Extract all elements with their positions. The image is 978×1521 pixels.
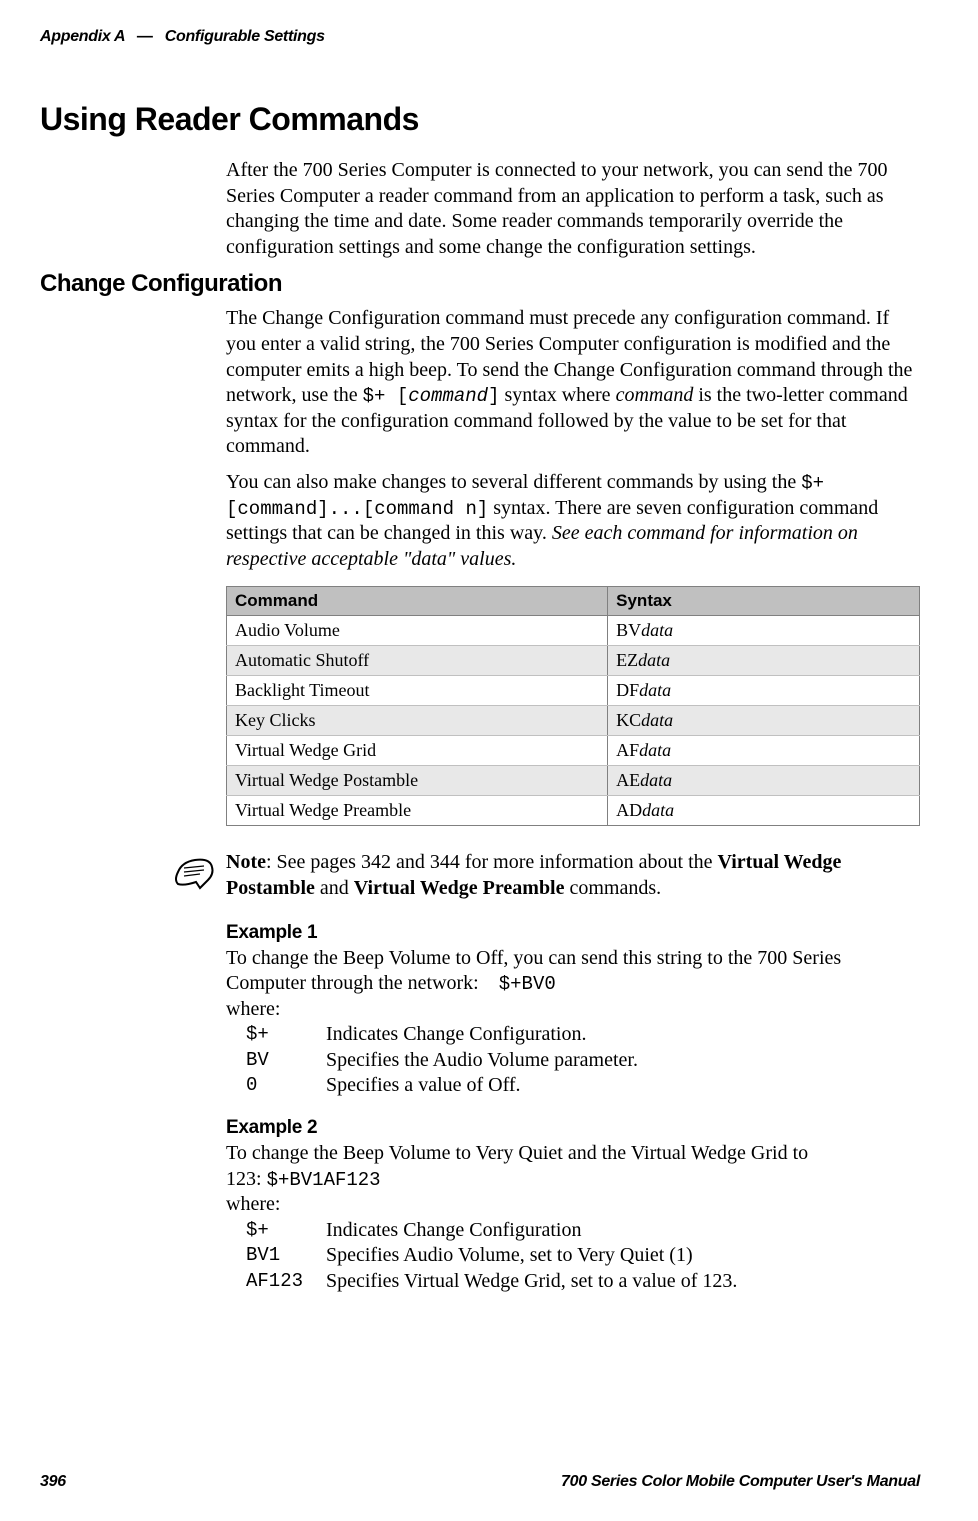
table-cell-syntax: BVdata bbox=[608, 616, 920, 646]
table-cell-command: Virtual Wedge Grid bbox=[227, 736, 608, 766]
table-cell-syntax: AFdata bbox=[608, 736, 920, 766]
intro-paragraph: After the 700 Series Computer is connect… bbox=[226, 158, 920, 260]
definition-description: Specifies a value of Off. bbox=[326, 1073, 920, 1099]
footer-title: 700 Series Color Mobile Computer User's … bbox=[561, 1473, 920, 1491]
table-cell-command: Audio Volume bbox=[227, 616, 608, 646]
table-cell-syntax: AEdata bbox=[608, 766, 920, 796]
table-row: Virtual Wedge PreambleADdata bbox=[227, 796, 920, 826]
page-footer: 396 700 Series Color Mobile Computer Use… bbox=[40, 1473, 920, 1491]
table-cell-syntax: ADdata bbox=[608, 796, 920, 826]
table-cell-command: Key Clicks bbox=[227, 706, 608, 736]
definition-row: $+Indicates Change Configuration. bbox=[226, 1022, 920, 1048]
definition-term: $+ bbox=[226, 1218, 326, 1244]
definition-term: BV bbox=[226, 1048, 326, 1074]
paragraph-2: You can also make changes to several dif… bbox=[226, 470, 920, 572]
note-icon bbox=[40, 850, 226, 897]
appendix-label: Appendix A bbox=[40, 28, 125, 45]
table-header-command: Command bbox=[227, 587, 608, 616]
table-cell-command: Backlight Timeout bbox=[227, 676, 608, 706]
definition-description: Specifies Audio Volume, set to Very Quie… bbox=[326, 1243, 920, 1269]
definition-row: BVSpecifies the Audio Volume parameter. bbox=[226, 1048, 920, 1074]
definition-description: Indicates Change Configuration bbox=[326, 1218, 920, 1244]
table-row: Backlight TimeoutDFdata bbox=[227, 676, 920, 706]
example-2-title: Example 2 bbox=[226, 1117, 920, 1139]
page-header: Appendix A — Configurable Settings bbox=[40, 28, 920, 46]
example-1-title: Example 1 bbox=[226, 922, 920, 944]
table-cell-command: Virtual Wedge Postamble bbox=[227, 766, 608, 796]
command-table: Command Syntax Audio VolumeBVdataAutomat… bbox=[226, 586, 920, 826]
definition-term: AF123 bbox=[226, 1269, 326, 1295]
table-header-row: Command Syntax bbox=[227, 587, 920, 616]
table-cell-command: Automatic Shutoff bbox=[227, 646, 608, 676]
example-2: Example 2 To change the Beep Volume to V… bbox=[226, 1117, 920, 1295]
note-block: Note: See pages 342 and 344 for more inf… bbox=[40, 850, 920, 901]
table-row: Automatic ShutoffEZdata bbox=[227, 646, 920, 676]
heading-2: Change Configuration bbox=[40, 270, 920, 298]
note-text: Note: See pages 342 and 344 for more inf… bbox=[226, 850, 920, 901]
heading-1: Using Reader Commands bbox=[40, 101, 920, 138]
definition-description: Specifies the Audio Volume parameter. bbox=[326, 1048, 920, 1074]
definition-row: 0Specifies a value of Off. bbox=[226, 1073, 920, 1099]
table-row: Audio VolumeBVdata bbox=[227, 616, 920, 646]
table-cell-syntax: DFdata bbox=[608, 676, 920, 706]
table-header-syntax: Syntax bbox=[608, 587, 920, 616]
definition-row: BV1Specifies Audio Volume, set to Very Q… bbox=[226, 1243, 920, 1269]
definition-term: $+ bbox=[226, 1022, 326, 1048]
definition-term: BV1 bbox=[226, 1243, 326, 1269]
header-dash: — bbox=[137, 28, 153, 45]
table-cell-syntax: KCdata bbox=[608, 706, 920, 736]
table-cell-syntax: EZdata bbox=[608, 646, 920, 676]
example-1: Example 1 To change the Beep Volume to O… bbox=[226, 922, 920, 1100]
table-row: Key ClicksKCdata bbox=[227, 706, 920, 736]
definition-row: AF123Specifies Virtual Wedge Grid, set t… bbox=[226, 1269, 920, 1295]
table-row: Virtual Wedge GridAFdata bbox=[227, 736, 920, 766]
header-title: Configurable Settings bbox=[165, 28, 325, 45]
definition-description: Indicates Change Configuration. bbox=[326, 1022, 920, 1048]
table-row: Virtual Wedge PostambleAEdata bbox=[227, 766, 920, 796]
table-cell-command: Virtual Wedge Preamble bbox=[227, 796, 608, 826]
definition-term: 0 bbox=[226, 1073, 326, 1099]
definition-row: $+Indicates Change Configuration bbox=[226, 1218, 920, 1244]
paragraph-1: The Change Configuration command must pr… bbox=[226, 306, 920, 460]
definition-description: Specifies Virtual Wedge Grid, set to a v… bbox=[326, 1269, 920, 1295]
page-number: 396 bbox=[40, 1473, 66, 1491]
